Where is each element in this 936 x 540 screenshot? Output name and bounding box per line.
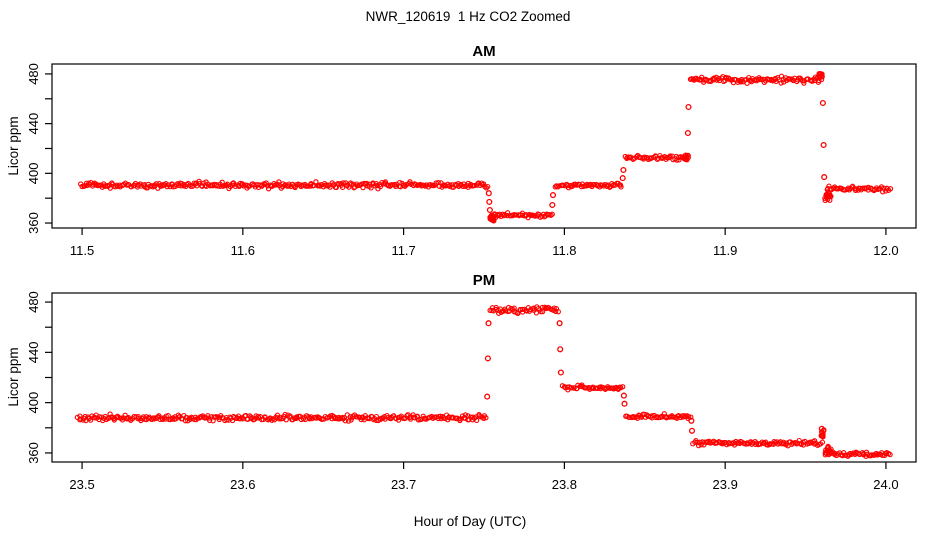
x-axis-ticks: 23.5 23.6 23.7 23.8 23.9 24.0 <box>69 462 899 492</box>
y-tick-label: 480 <box>26 291 41 313</box>
y-tick-label: 440 <box>26 113 41 135</box>
x-tick-label: 12.0 <box>873 243 898 258</box>
y-tick-label: 480 <box>26 63 41 85</box>
x-tick-label: 11.8 <box>552 243 576 258</box>
x-tick-label: 11.9 <box>713 243 737 258</box>
y-axis-ticks: 360 400 440 480 <box>26 291 52 464</box>
x-tick-label: 11.5 <box>70 243 94 258</box>
x-tick-label: 23.5 <box>69 477 94 492</box>
plot-frame <box>51 292 917 463</box>
y-axis-ticks: 360 400 440 480 <box>26 63 52 234</box>
am-panel-title: AM <box>472 43 495 60</box>
panels-layer: 11.5 11.6 11.7 11.8 11.9 12.036040044048023.5… <box>26 63 917 492</box>
plot-frame <box>51 63 917 229</box>
panel-pm: 23.5 23.6 23.7 23.8 23.9 24.0 360 400 440 480 <box>26 291 917 492</box>
am-y-axis-title: Licor ppm <box>6 116 21 175</box>
y-tick-label: 400 <box>26 162 41 184</box>
x-tick-label: 24.0 <box>873 477 898 492</box>
y-tick-label: 360 <box>26 442 41 464</box>
x-tick-label: 23.9 <box>713 477 738 492</box>
x-tick-label: 23.7 <box>391 477 416 492</box>
x-tick-label: 11.6 <box>231 243 255 258</box>
x-tick-label: 11.7 <box>391 243 415 258</box>
pm-panel-title: PM <box>473 272 496 289</box>
panel-am: 11.5 11.6 11.7 11.8 11.9 12.0 360 400 440 480 <box>26 63 917 258</box>
y-tick-label: 360 <box>26 212 41 234</box>
x-tick-label: 23.8 <box>552 477 577 492</box>
y-tick-label: 400 <box>26 392 41 414</box>
x-tick-label: 23.6 <box>230 477 255 492</box>
x-axis-title: Hour of Day (UTC) <box>414 514 527 529</box>
data-points-layer <box>78 70 894 224</box>
main-title: NWR_120619 1 Hz CO2 Zoomed <box>366 9 571 24</box>
data-points-layer <box>74 304 893 459</box>
x-axis-ticks: 11.5 11.6 11.7 11.8 11.9 12.0 <box>70 228 899 258</box>
y-tick-label: 440 <box>26 341 41 363</box>
pm-y-axis-title: Licor ppm <box>6 347 21 406</box>
